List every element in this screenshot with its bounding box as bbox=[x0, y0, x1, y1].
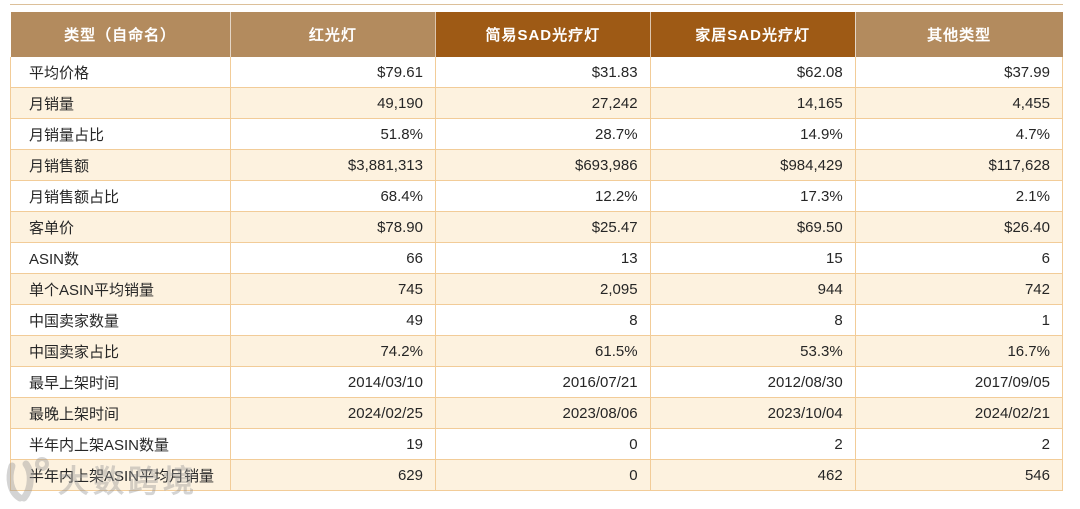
data-cell: 2024/02/21 bbox=[854, 397, 1064, 429]
row-label: 半年内上架ASIN数量 bbox=[10, 428, 231, 460]
data-cell: 546 bbox=[854, 459, 1064, 491]
table-row: ASIN数 66 13 15 6 bbox=[10, 242, 1064, 274]
data-cell: 15 bbox=[649, 242, 856, 274]
data-cell: $26.40 bbox=[854, 211, 1064, 243]
row-label: 月销售额 bbox=[10, 149, 231, 181]
data-cell: 2024/02/25 bbox=[229, 397, 436, 429]
data-cell: 1 bbox=[854, 304, 1064, 336]
data-cell: $79.61 bbox=[229, 57, 436, 88]
table-top-rule bbox=[10, 4, 1063, 5]
row-label: 中国卖家占比 bbox=[10, 335, 231, 367]
data-cell: 462 bbox=[649, 459, 856, 491]
data-cell: 61.5% bbox=[434, 335, 651, 367]
data-cell: 49,190 bbox=[229, 87, 436, 119]
column-header: 简易SAD光疗灯 bbox=[434, 12, 651, 57]
data-cell: $78.90 bbox=[229, 211, 436, 243]
row-label: 月销量占比 bbox=[10, 118, 231, 150]
data-cell: 66 bbox=[229, 242, 436, 274]
data-cell: 14.9% bbox=[649, 118, 856, 150]
table-row: 最晚上架时间 2024/02/25 2023/08/06 2023/10/04 2024… bbox=[10, 397, 1064, 429]
data-cell: $37.99 bbox=[854, 57, 1064, 88]
data-cell: 8 bbox=[649, 304, 856, 336]
column-header: 家居SAD光疗灯 bbox=[649, 12, 856, 57]
data-cell: 2016/07/21 bbox=[434, 366, 651, 398]
data-cell: 4.7% bbox=[854, 118, 1064, 150]
row-label: 中国卖家数量 bbox=[10, 304, 231, 336]
data-cell: 19 bbox=[229, 428, 436, 460]
data-cell: 629 bbox=[229, 459, 436, 491]
row-label: ASIN数 bbox=[10, 242, 231, 274]
column-header: 类型（自命名） bbox=[10, 12, 231, 57]
row-label: 月销量 bbox=[10, 87, 231, 119]
data-cell: 2.1% bbox=[854, 180, 1064, 212]
data-cell: 16.7% bbox=[854, 335, 1064, 367]
table-row: 半年内上架ASIN平均月销量 629 0 462 546 bbox=[10, 459, 1064, 491]
table-row: 单个ASIN平均销量 745 2,095 944 742 bbox=[10, 273, 1064, 305]
data-cell: 0 bbox=[434, 428, 651, 460]
data-cell: 742 bbox=[854, 273, 1064, 305]
data-cell: $25.47 bbox=[434, 211, 651, 243]
row-label: 客单价 bbox=[10, 211, 231, 243]
data-cell: 8 bbox=[434, 304, 651, 336]
data-cell: 0 bbox=[434, 459, 651, 491]
data-cell: $62.08 bbox=[649, 57, 856, 88]
row-label: 最晚上架时间 bbox=[10, 397, 231, 429]
data-cell: 13 bbox=[434, 242, 651, 274]
table-row: 中国卖家数量 49 8 8 1 bbox=[10, 304, 1064, 336]
data-cell: 27,242 bbox=[434, 87, 651, 119]
table-row: 月销售额 $3,881,313 $693,986 $984,429 $117,628 bbox=[10, 149, 1064, 181]
column-header: 其他类型 bbox=[854, 12, 1063, 57]
row-label: 月销售额占比 bbox=[10, 180, 231, 212]
data-cell: $117,628 bbox=[854, 149, 1064, 181]
data-cell: $31.83 bbox=[434, 57, 651, 88]
data-cell: 2023/10/04 bbox=[649, 397, 856, 429]
data-cell: 53.3% bbox=[649, 335, 856, 367]
data-cell: 6 bbox=[854, 242, 1064, 274]
data-cell: $3,881,313 bbox=[229, 149, 436, 181]
data-cell: 51.8% bbox=[229, 118, 436, 150]
column-header: 红光灯 bbox=[229, 12, 436, 57]
data-cell: 12.2% bbox=[434, 180, 651, 212]
row-label: 平均价格 bbox=[10, 57, 231, 88]
data-cell: 2014/03/10 bbox=[229, 366, 436, 398]
row-label: 半年内上架ASIN平均月销量 bbox=[10, 459, 231, 491]
table-row: 客单价 $78.90 $25.47 $69.50 $26.40 bbox=[10, 211, 1064, 243]
row-label: 最早上架时间 bbox=[10, 366, 231, 398]
table-body: 平均价格 $79.61 $31.83 $62.08 $37.99 月销量 49,190 27,… bbox=[10, 57, 1064, 491]
comparison-table: 类型（自命名） 红光灯 简易SAD光疗灯 家居SAD光疗灯 其他类型 平均价格 $79.6… bbox=[10, 12, 1064, 491]
data-cell: 2017/09/05 bbox=[854, 366, 1064, 398]
table-row: 月销售额占比 68.4% 12.2% 17.3% 2.1% bbox=[10, 180, 1064, 212]
table-row: 平均价格 $79.61 $31.83 $62.08 $37.99 bbox=[10, 57, 1064, 88]
row-label: 单个ASIN平均销量 bbox=[10, 273, 231, 305]
table-row: 最早上架时间 2014/03/10 2016/07/21 2012/08/30 2017… bbox=[10, 366, 1064, 398]
data-cell: 74.2% bbox=[229, 335, 436, 367]
table-row: 半年内上架ASIN数量 19 0 2 2 bbox=[10, 428, 1064, 460]
data-cell: 49 bbox=[229, 304, 436, 336]
data-cell: 14,165 bbox=[649, 87, 856, 119]
header-row: 类型（自命名） 红光灯 简易SAD光疗灯 家居SAD光疗灯 其他类型 bbox=[10, 12, 1063, 57]
data-cell: $693,986 bbox=[434, 149, 651, 181]
data-cell: 28.7% bbox=[434, 118, 651, 150]
data-cell: 17.3% bbox=[649, 180, 856, 212]
data-cell: 2 bbox=[649, 428, 856, 460]
table-header: 类型（自命名） 红光灯 简易SAD光疗灯 家居SAD光疗灯 其他类型 bbox=[10, 12, 1063, 57]
data-cell: 68.4% bbox=[229, 180, 436, 212]
data-cell: 2023/08/06 bbox=[434, 397, 651, 429]
data-cell: 2,095 bbox=[434, 273, 651, 305]
table-row: 中国卖家占比 74.2% 61.5% 53.3% 16.7% bbox=[10, 335, 1064, 367]
table-row: 月销量占比 51.8% 28.7% 14.9% 4.7% bbox=[10, 118, 1064, 150]
data-cell: 944 bbox=[649, 273, 856, 305]
data-cell: $984,429 bbox=[649, 149, 856, 181]
data-cell: 2 bbox=[854, 428, 1064, 460]
data-cell: 4,455 bbox=[854, 87, 1064, 119]
data-cell: 2012/08/30 bbox=[649, 366, 856, 398]
data-cell: $69.50 bbox=[649, 211, 856, 243]
data-cell: 745 bbox=[229, 273, 436, 305]
table-row: 月销量 49,190 27,242 14,165 4,455 bbox=[10, 87, 1064, 119]
